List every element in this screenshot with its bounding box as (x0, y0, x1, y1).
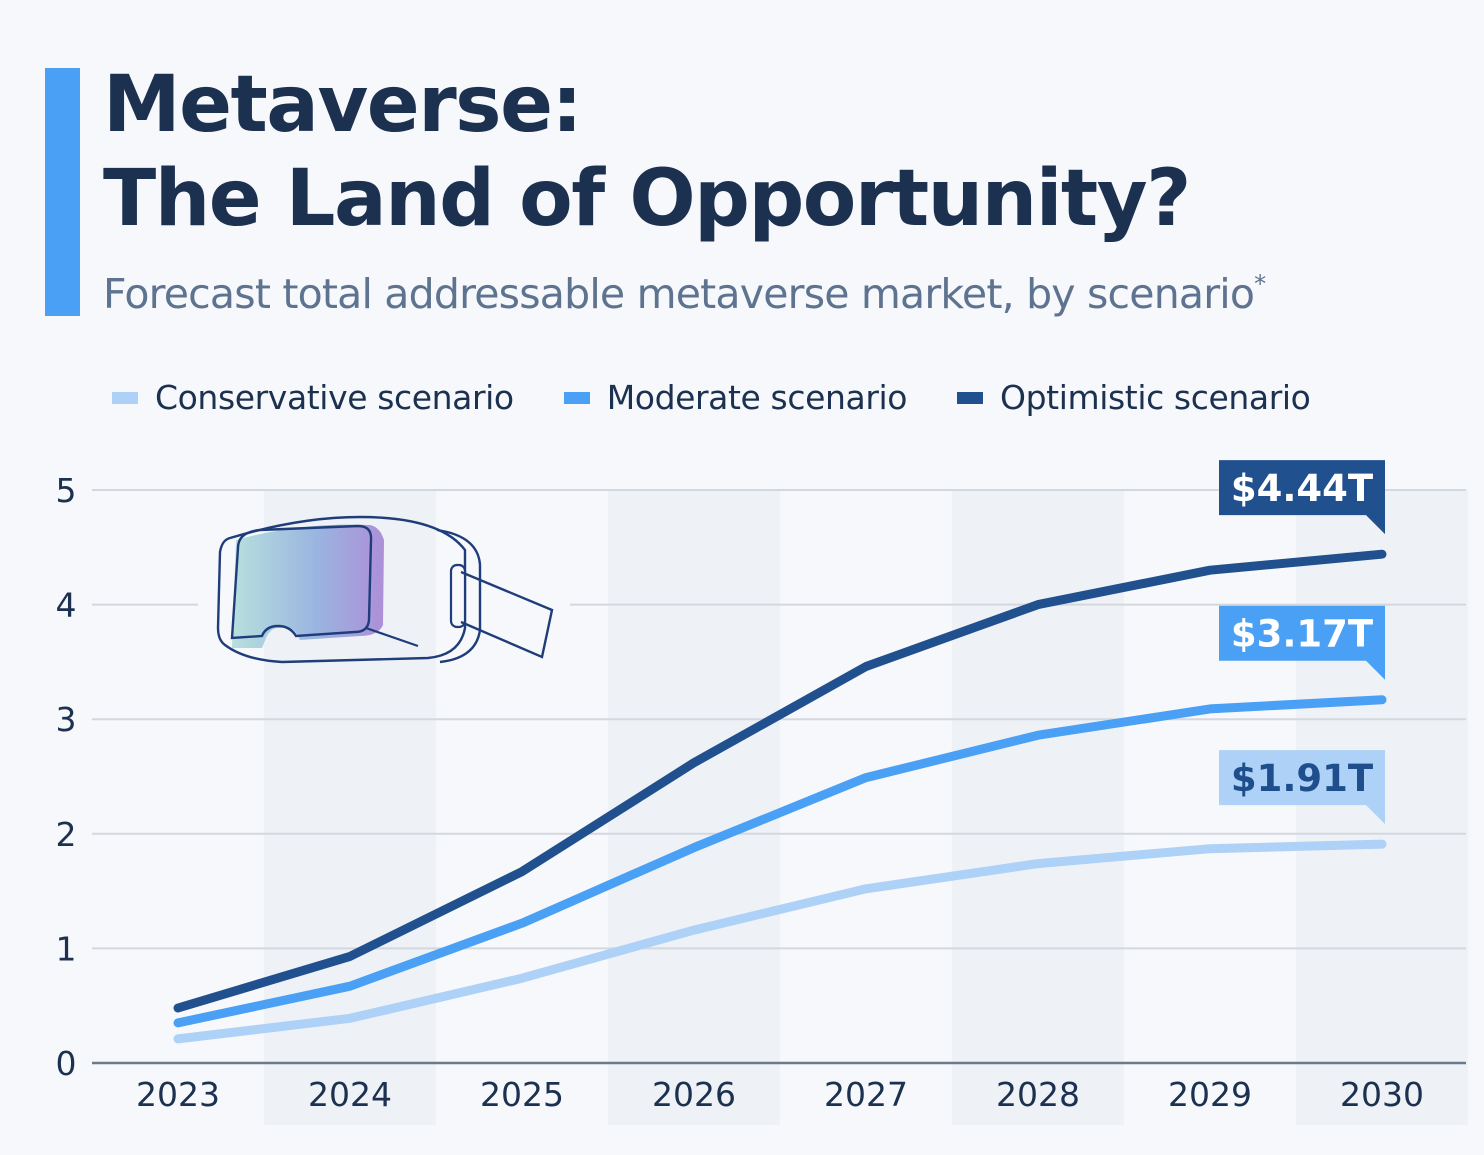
y-axis-ticks: 0 1 2 3 4 5 (56, 471, 77, 1083)
legend: Conservative scenario Moderate scenario … (112, 378, 1311, 417)
legend-item-moderate: Moderate scenario (563, 378, 908, 417)
callout-value: $3.17T (1231, 613, 1374, 656)
y-tick-label: 0 (56, 1044, 77, 1083)
title-line-2: The Land of Opportunity? (103, 154, 1191, 244)
legend-item-conservative: Conservative scenario (112, 378, 514, 417)
category-band (608, 490, 780, 1125)
vr-headset-icon (216, 515, 554, 664)
legend-swatch-optimistic (957, 391, 984, 404)
callout-value: $1.91T (1231, 757, 1374, 800)
callout-conservative: $1.91T (1219, 750, 1385, 825)
x-tick-label: 2030 (1340, 1075, 1424, 1114)
legend-swatch-conservative (112, 391, 138, 404)
series-line-moderate (173, 695, 1387, 1028)
callout-moderate: $3.17T (1219, 605, 1385, 680)
chart-subtitle: Forecast total addressable metaverse mar… (103, 270, 1266, 318)
x-tick-label: 2027 (824, 1075, 908, 1114)
legend-label-optimistic: Optimistic scenario (1000, 378, 1311, 417)
callout-box (1219, 605, 1385, 680)
chart-title: Metaverse: The Land of Opportunity? (103, 58, 1191, 246)
x-tick-label: 2024 (308, 1075, 392, 1114)
callout-box (1219, 460, 1385, 535)
callout-optimistic: $4.44T (1219, 460, 1385, 535)
x-tick-label: 2028 (996, 1075, 1080, 1114)
category-band (952, 490, 1124, 1125)
x-tick-label: 2023 (136, 1075, 220, 1114)
subtitle-text: Forecast total addressable metaverse mar… (103, 270, 1255, 318)
series-line-conservative (173, 839, 1387, 1044)
series-line-optimistic (173, 549, 1387, 1013)
title-line-1: Metaverse: (103, 60, 583, 150)
background-bands (264, 490, 1468, 1125)
y-tick-label: 3 (56, 700, 77, 739)
x-tick-label: 2026 (652, 1075, 736, 1114)
end-value-callouts: $1.91T $3.17T $4.44T (1219, 460, 1385, 825)
legend-item-optimistic: Optimistic scenario (957, 378, 1311, 417)
x-tick-label: 2025 (480, 1075, 564, 1114)
legend-label-moderate: Moderate scenario (606, 378, 908, 417)
y-tick-label: 2 (56, 815, 77, 854)
series-lines (173, 549, 1387, 1044)
y-tick-label: 1 (56, 929, 77, 968)
y-tick-label: 5 (56, 471, 77, 510)
footnote-mark: * (1254, 270, 1266, 298)
callout-box (1219, 750, 1385, 825)
callout-value: $4.44T (1231, 467, 1374, 510)
x-axis-ticks: 2023 2024 2025 2026 2027 2028 2029 2030 (136, 1075, 1424, 1114)
y-tick-label: 4 (56, 586, 77, 625)
legend-swatch-moderate (563, 391, 590, 404)
legend-label-conservative: Conservative scenario (155, 378, 514, 417)
title-accent-bar (45, 68, 80, 316)
x-tick-label: 2029 (1168, 1075, 1252, 1114)
